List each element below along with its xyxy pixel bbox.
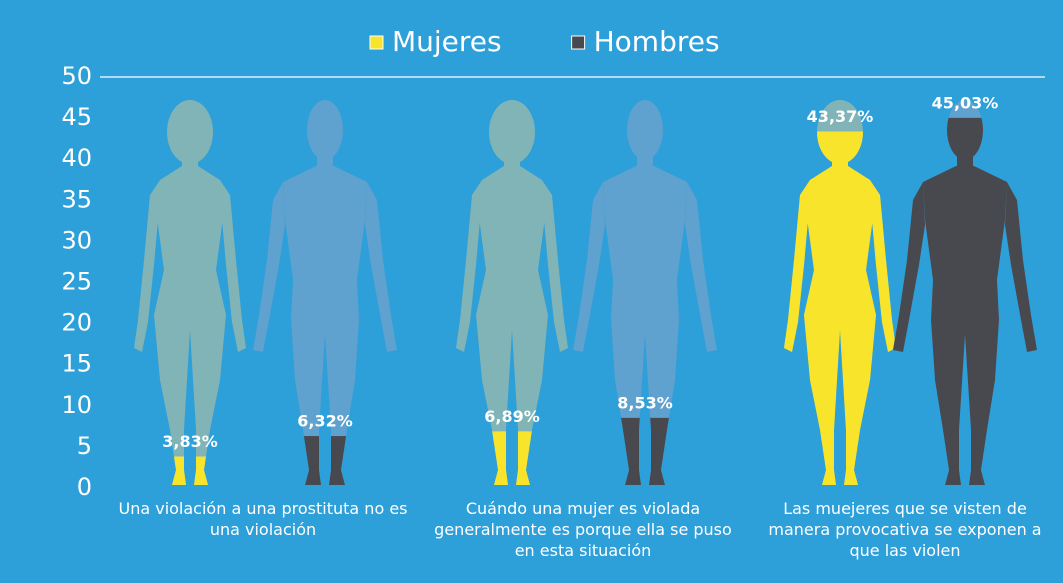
head xyxy=(627,100,663,160)
fill-bar xyxy=(760,131,920,490)
arm xyxy=(573,182,605,352)
value-label: 3,83% xyxy=(162,432,218,451)
fill-bar xyxy=(110,457,270,490)
neck xyxy=(637,155,653,177)
value-label: 43,37% xyxy=(807,107,874,126)
fill-bar xyxy=(432,431,592,490)
y-tick-label: 10 xyxy=(61,391,92,419)
value-label: 8,53% xyxy=(617,393,673,412)
y-tick-label: 35 xyxy=(61,185,92,213)
y-tick-label: 15 xyxy=(61,350,92,378)
figure-faded xyxy=(456,100,568,485)
legend-label: Mujeres xyxy=(392,25,502,58)
y-tick-label: 5 xyxy=(77,432,92,460)
y-tick-label: 25 xyxy=(61,268,92,296)
y-tick-label: 20 xyxy=(61,309,92,337)
y-tick-label: 0 xyxy=(77,473,92,501)
head xyxy=(167,100,213,164)
figure-faded xyxy=(134,100,246,485)
value-label: 45,03% xyxy=(932,93,999,112)
y-tick-label: 50 xyxy=(61,62,92,90)
category-label: Las muejeres que se visten de manera pro… xyxy=(755,498,1055,561)
arm xyxy=(253,182,285,352)
neck xyxy=(504,155,520,177)
legend-swatch xyxy=(370,36,383,49)
body xyxy=(603,166,687,485)
value-label: 6,32% xyxy=(297,412,353,431)
fill-bar xyxy=(885,118,1045,490)
chart-svg: 0 5 10 15 20 25 30 35 40 45 50 Mujeres Hombres 3,83% 6… xyxy=(0,0,1063,583)
neck xyxy=(182,155,198,177)
y-tick-label: 40 xyxy=(61,144,92,172)
neck xyxy=(317,155,333,177)
legend-label: Hombres xyxy=(594,25,720,58)
category-label: Una violación a una prostituta no es una… xyxy=(113,498,413,540)
arm xyxy=(685,182,717,352)
arm xyxy=(365,182,397,352)
category-label: Cuándo una mujer es violada generalmente… xyxy=(433,498,733,561)
body xyxy=(283,166,367,485)
legend-swatch xyxy=(572,36,585,49)
y-tick-label: 30 xyxy=(61,226,92,254)
fill-bar xyxy=(245,436,405,490)
y-tick-label: 45 xyxy=(61,103,92,131)
head xyxy=(307,100,343,160)
chart: 0 5 10 15 20 25 30 35 40 45 50 Mujeres Hombres 3,83% 6… xyxy=(0,0,1063,583)
figure-faded xyxy=(573,100,717,485)
head xyxy=(489,100,535,164)
value-label: 6,89% xyxy=(484,407,540,426)
fill-bar xyxy=(565,418,725,490)
body xyxy=(476,166,548,485)
